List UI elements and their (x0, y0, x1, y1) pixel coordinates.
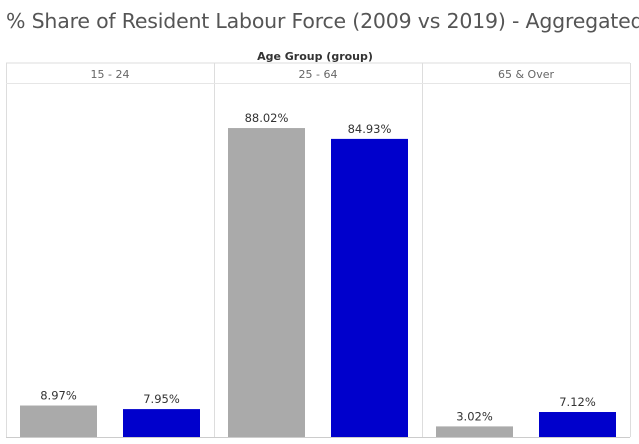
data-label-2019: 84.93% (348, 122, 392, 136)
bar-2019 (123, 409, 200, 437)
data-label-2009: 8.97% (40, 389, 77, 403)
bar-2009 (20, 405, 97, 437)
data-label-2019: 7.12% (559, 395, 596, 409)
category-label: 15 - 24 (91, 68, 130, 81)
category-label: 25 - 64 (299, 68, 338, 81)
data-label-2009: 3.02% (456, 409, 493, 423)
chart-title: % Share of Resident Labour Force (2009 v… (6, 9, 639, 33)
data-label-2009: 88.02% (245, 111, 289, 125)
bar-2019 (331, 138, 408, 438)
category-label: 65 & Over (498, 68, 555, 81)
bar-2009 (228, 128, 305, 437)
bar-2009 (436, 426, 513, 437)
data-label-2019: 7.95% (143, 392, 180, 406)
bar-2019 (539, 412, 616, 437)
column-group-header: Age Group (group) (257, 50, 373, 63)
